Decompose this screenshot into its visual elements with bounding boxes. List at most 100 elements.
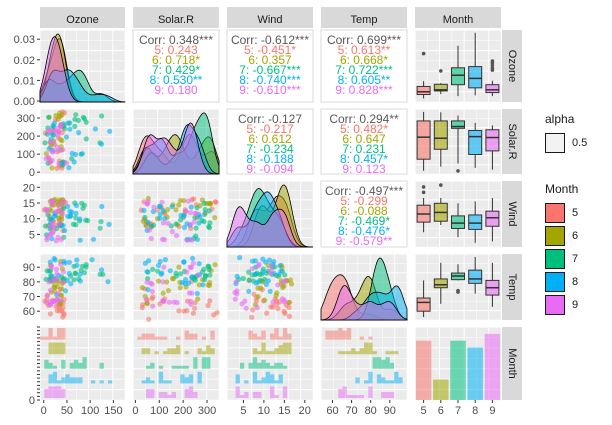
legend-key-9 <box>545 294 565 315</box>
scatter-point-5 <box>275 305 281 312</box>
x-tick-label: 7 <box>455 405 461 417</box>
scatter-point-5 <box>61 312 67 318</box>
scatter-point-7 <box>178 217 184 223</box>
scatter-point-8 <box>76 130 82 136</box>
scatter-point-6 <box>56 197 63 203</box>
y-tick-label: 60 <box>23 306 35 318</box>
scatter-point-9 <box>60 211 66 217</box>
legend-month-entry: 8 <box>545 270 578 293</box>
scatter-point-9 <box>45 154 52 160</box>
histogram-bar-5 <box>248 330 253 340</box>
histogram-bar-9 <box>235 386 240 398</box>
x-tick-label: 90 <box>384 405 396 417</box>
histogram-bar-6 <box>52 342 57 355</box>
scatter-point-7 <box>97 225 103 231</box>
scatter-point-8 <box>277 263 283 269</box>
panel-background <box>132 29 220 103</box>
legend-label-6: 6 <box>572 229 579 242</box>
legend-label-7: 7 <box>572 252 579 265</box>
x-tick-label: 200 <box>174 405 192 417</box>
legend-key-8 <box>545 271 565 292</box>
x-tick-label: 80 <box>365 405 377 417</box>
histogram-bar-6 <box>141 348 146 355</box>
histogram-bar-7 <box>74 359 79 369</box>
histogram-bar-8 <box>261 377 266 384</box>
scatter-point-5 <box>53 303 59 310</box>
scatter-point-9 <box>53 266 60 272</box>
scatter-point-8 <box>52 257 58 263</box>
histogram-bar-6 <box>252 348 258 355</box>
corr-group-9: 9: -0.094 <box>246 162 294 176</box>
scatter-point-8 <box>62 260 68 266</box>
scatter-point-9 <box>174 233 180 239</box>
scatter-point-9 <box>190 260 196 266</box>
scatter-point-7 <box>193 225 199 231</box>
scatter-point-8 <box>178 213 184 219</box>
scatter-point-5 <box>176 308 182 314</box>
histogram-bar-8 <box>141 380 146 384</box>
scatter-point-8 <box>67 120 73 126</box>
boxplot-box-5 <box>416 120 431 160</box>
scatter-point-8 <box>74 257 80 263</box>
strip-label: Ozone <box>506 50 518 82</box>
histogram-bar-7 <box>69 362 74 369</box>
scatter-point-6 <box>51 284 57 290</box>
y-tick-label: 0.01 <box>14 75 35 87</box>
corr-group-8: 8: 0.457* <box>340 152 388 166</box>
scatter-point-7 <box>206 224 212 230</box>
scatter-point-7 <box>61 205 67 212</box>
scatter-point-8 <box>69 150 75 157</box>
scatter-point-8 <box>62 228 68 234</box>
scatter-point-9 <box>56 129 62 135</box>
scatter-point-9 <box>162 237 168 243</box>
scatter-point-9 <box>51 277 57 283</box>
scatter-point-7 <box>81 270 88 276</box>
histogram-bar-6 <box>154 351 159 355</box>
boxplot-outlier-5 <box>421 51 426 56</box>
scatter-point-8 <box>159 270 165 276</box>
y-tick-label: 20 <box>23 182 35 194</box>
corr-group-7: 7: -0.667*** <box>239 63 301 77</box>
corr-group-8: 8: -0.476* <box>338 224 390 238</box>
legend-alpha-key <box>545 132 565 153</box>
corr-group-6: 6: 0.718* <box>152 53 200 67</box>
scatter-point-7 <box>202 273 209 279</box>
histogram-bar-6 <box>342 351 347 355</box>
histogram-bar-9 <box>52 386 57 398</box>
histogram-bar-6 <box>389 351 395 355</box>
corr-group-8: 8: 0.530** <box>150 73 203 87</box>
legend-alpha-title: alpha <box>545 112 575 126</box>
scatter-point-9 <box>49 127 55 134</box>
scatter-point-9 <box>254 305 260 311</box>
y-tick-label: 5 <box>29 229 35 241</box>
histogram-bar-5 <box>137 336 142 340</box>
x-tick-label: 300 <box>198 405 216 417</box>
scatter-point-7 <box>46 114 52 120</box>
histogram-bar-8 <box>180 374 185 384</box>
scatter-point-8 <box>194 236 200 243</box>
histogram-bar-5 <box>282 328 288 340</box>
scatter-point-7 <box>72 123 78 129</box>
scatter-point-7 <box>246 277 252 283</box>
boxplot-box-6 <box>433 83 448 92</box>
histogram-bar-8 <box>252 371 258 384</box>
scatter-point-7 <box>201 200 207 206</box>
histogram-bar-9 <box>368 386 373 398</box>
histogram-bar-8 <box>385 380 390 384</box>
y-tick-label: 0 <box>29 167 35 179</box>
density-9 <box>226 206 313 248</box>
scatter-point-8 <box>89 257 95 263</box>
histogram-bar-6 <box>261 342 266 355</box>
scatter-point-8 <box>157 211 163 217</box>
corr-group-5: 5: -0.299 <box>340 194 388 208</box>
scatter-point-6 <box>212 262 218 268</box>
strip-label: Wind <box>257 14 282 26</box>
scatter-point-6 <box>288 281 295 287</box>
histogram-bar-9 <box>244 392 249 398</box>
histogram-bar-6 <box>201 351 207 355</box>
y-tick-label: 15 <box>23 198 35 210</box>
histogram-bar-9 <box>282 386 288 398</box>
histogram-bar-6 <box>368 342 373 355</box>
scatter-point-7 <box>150 222 157 228</box>
scatter-point-7 <box>98 219 104 225</box>
